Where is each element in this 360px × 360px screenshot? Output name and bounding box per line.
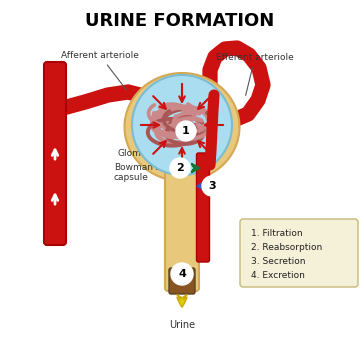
Text: URINE FORMATION: URINE FORMATION bbox=[85, 12, 275, 30]
Text: Afferent arteriole: Afferent arteriole bbox=[61, 51, 139, 90]
Text: 3. Secretion: 3. Secretion bbox=[251, 256, 306, 266]
Text: Efferent arteriole: Efferent arteriole bbox=[216, 53, 294, 95]
Circle shape bbox=[171, 263, 193, 285]
Ellipse shape bbox=[125, 73, 239, 181]
Text: 4. Excretion: 4. Excretion bbox=[251, 270, 305, 279]
FancyBboxPatch shape bbox=[44, 62, 66, 245]
Text: Bowman's
capsule: Bowman's capsule bbox=[114, 163, 160, 183]
FancyBboxPatch shape bbox=[165, 127, 199, 291]
Text: 2. Reabsorption: 2. Reabsorption bbox=[251, 243, 322, 252]
FancyBboxPatch shape bbox=[169, 268, 195, 294]
FancyBboxPatch shape bbox=[197, 153, 210, 262]
Circle shape bbox=[132, 75, 232, 175]
Text: 2: 2 bbox=[176, 163, 184, 173]
Text: 1. Filtration: 1. Filtration bbox=[251, 229, 303, 238]
Circle shape bbox=[202, 176, 222, 196]
Circle shape bbox=[176, 121, 196, 141]
Text: Urine: Urine bbox=[169, 320, 195, 330]
Text: 1: 1 bbox=[182, 126, 190, 136]
Circle shape bbox=[170, 158, 190, 178]
FancyBboxPatch shape bbox=[240, 219, 358, 287]
Text: 3: 3 bbox=[208, 181, 216, 191]
Text: Glomerulus: Glomerulus bbox=[117, 121, 169, 158]
Text: 4: 4 bbox=[178, 269, 186, 279]
